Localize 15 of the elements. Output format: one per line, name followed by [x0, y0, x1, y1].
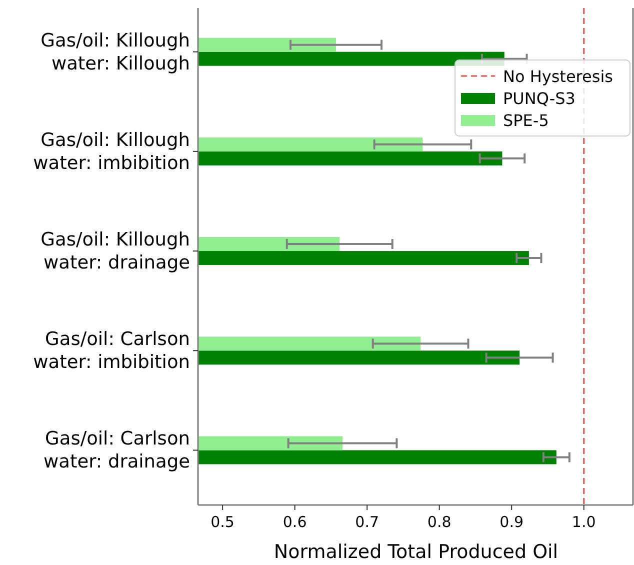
y-tick-label: Gas/oil: Carlson water: drainage — [43, 428, 190, 473]
legend-label: SPE-5 — [503, 111, 549, 130]
x-axis-title: Normalized Total Produced Oil — [274, 541, 558, 563]
ref-line-label: No Hysteresis — [503, 67, 613, 86]
x-tick-label: 1.0 — [572, 513, 596, 531]
x-tick-label: 0.7 — [355, 513, 380, 531]
x-tick-label: 0.6 — [282, 513, 307, 531]
x-tick-label: 0.8 — [427, 513, 452, 531]
y-tick-label: Gas/oil: Killough water: imbibition — [33, 130, 190, 174]
legend-label: PUNQ-S3 — [503, 89, 576, 108]
y-tick-label: Gas/oil: Carlson water: imbibition — [33, 329, 190, 374]
y-tick-label: Gas/oil: Killough water: Killough — [40, 30, 190, 74]
x-tick-label: 0.5 — [210, 513, 234, 531]
x-tick-label: 0.9 — [500, 513, 524, 531]
y-tick-label: Gas/oil: Killough water: drainage — [40, 230, 190, 274]
